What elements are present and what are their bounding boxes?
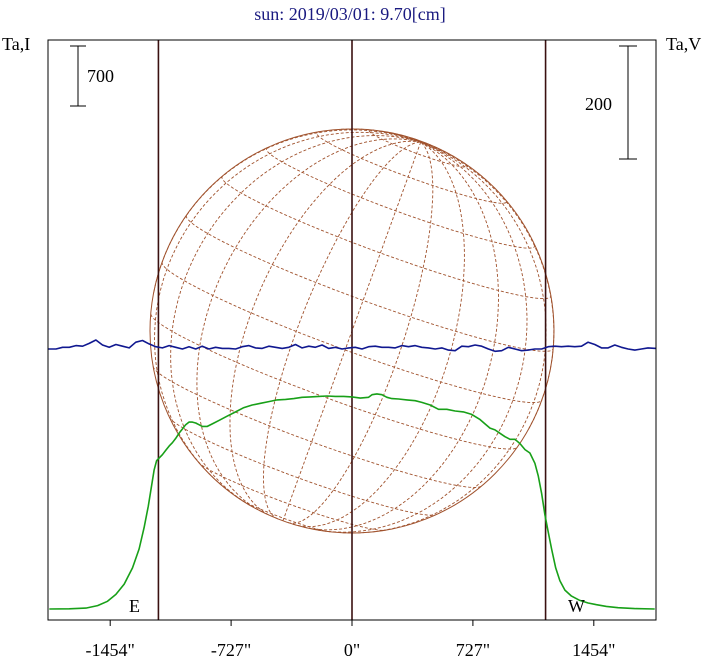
disk-longitude-line — [340, 128, 421, 143]
x-tick-label: -1454" — [86, 640, 135, 660]
disk-longitude-line — [318, 141, 528, 533]
x-tick-label: 0" — [344, 640, 360, 660]
east-label: E — [129, 596, 140, 616]
disk-longitude-line — [292, 141, 465, 528]
solar-disk-grid — [149, 128, 555, 534]
disk-longitude-line — [282, 141, 422, 521]
disk-longitude-line — [170, 135, 421, 506]
left-scale-bar-label: 700 — [87, 66, 114, 86]
disk-longitude-line — [420, 141, 555, 430]
chart-title: sun: 2019/03/01: 9.70[cm] — [254, 4, 446, 24]
disk-longitude-line — [153, 129, 421, 293]
x-tick-label: 727" — [456, 640, 490, 660]
disk-latitude-line — [368, 129, 469, 168]
disk-longitude-line — [229, 140, 421, 518]
limb-guide-lines — [157, 40, 547, 620]
disk-longitude-line — [263, 141, 421, 520]
x-tick-label: 1454" — [572, 640, 615, 660]
left-scale-bar: 700 — [70, 45, 114, 107]
disk-longitude-line — [287, 141, 434, 524]
right-axis-label: Ta,V — [666, 34, 701, 54]
x-tick-label: -727" — [211, 640, 251, 660]
right-scale-bar: 200 — [585, 45, 637, 160]
disk-latitude-line — [169, 417, 437, 516]
series-lines — [48, 339, 657, 610]
disk-longitude-line — [342, 141, 547, 534]
right-scale-bar-label: 200 — [585, 94, 612, 114]
west-label: W — [568, 596, 585, 616]
left-axis-label: Ta,I — [2, 34, 30, 54]
disk-longitude-line — [420, 141, 442, 151]
x-axis-ticks: -1454" -727" 0" 727" 1454" — [86, 620, 615, 660]
disk-longitude-line — [420, 141, 427, 144]
series-line-intensity — [49, 393, 655, 610]
disk-longitude-line — [154, 131, 421, 492]
disk-longitude-line — [196, 138, 421, 513]
disk-longitude-line — [304, 141, 499, 531]
disk-latitude-line — [150, 314, 518, 450]
disk-latitude-line — [152, 366, 482, 488]
disk-latitude-line — [265, 147, 536, 249]
series-line-polarization — [48, 339, 657, 353]
